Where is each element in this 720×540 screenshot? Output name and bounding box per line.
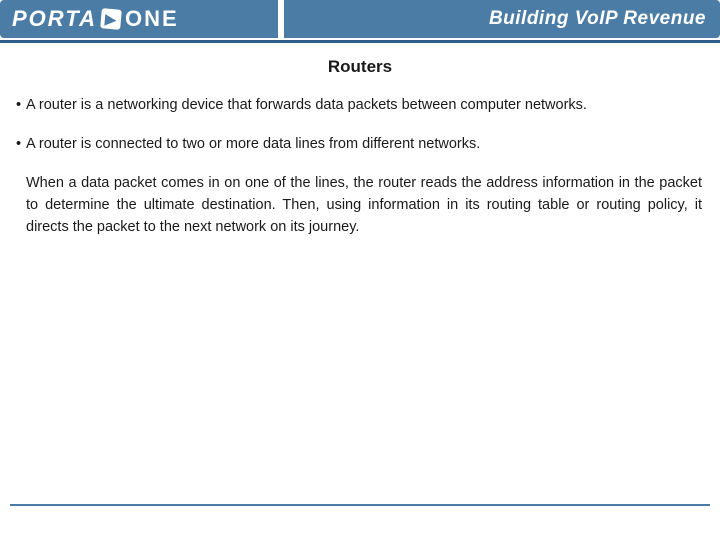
tagline-area: Building VoIP Revenue [284, 0, 720, 38]
slide-title: Routers [16, 57, 704, 77]
bullet-item: A router is a networking device that for… [16, 95, 704, 116]
bullet-item: A router is connected to two or more dat… [16, 134, 704, 155]
header-bar: PORTA ▶ ONE Building VoIP Revenue [0, 0, 720, 38]
footer-line [10, 504, 710, 506]
brand-part1: PORTA [12, 6, 97, 32]
body-paragraph: When a data packet comes in on one of th… [16, 173, 704, 238]
bullet-list: A router is a networking device that for… [16, 95, 704, 155]
brand-logo: PORTA ▶ ONE [12, 6, 179, 32]
brand-part2: ONE [125, 6, 179, 32]
brand-bracket-icon: ▶ [100, 8, 122, 30]
tagline-text: Building VoIP Revenue [489, 8, 706, 30]
slide-content: Routers A router is a networking device … [0, 43, 720, 238]
logo-area: PORTA ▶ ONE [0, 0, 278, 38]
